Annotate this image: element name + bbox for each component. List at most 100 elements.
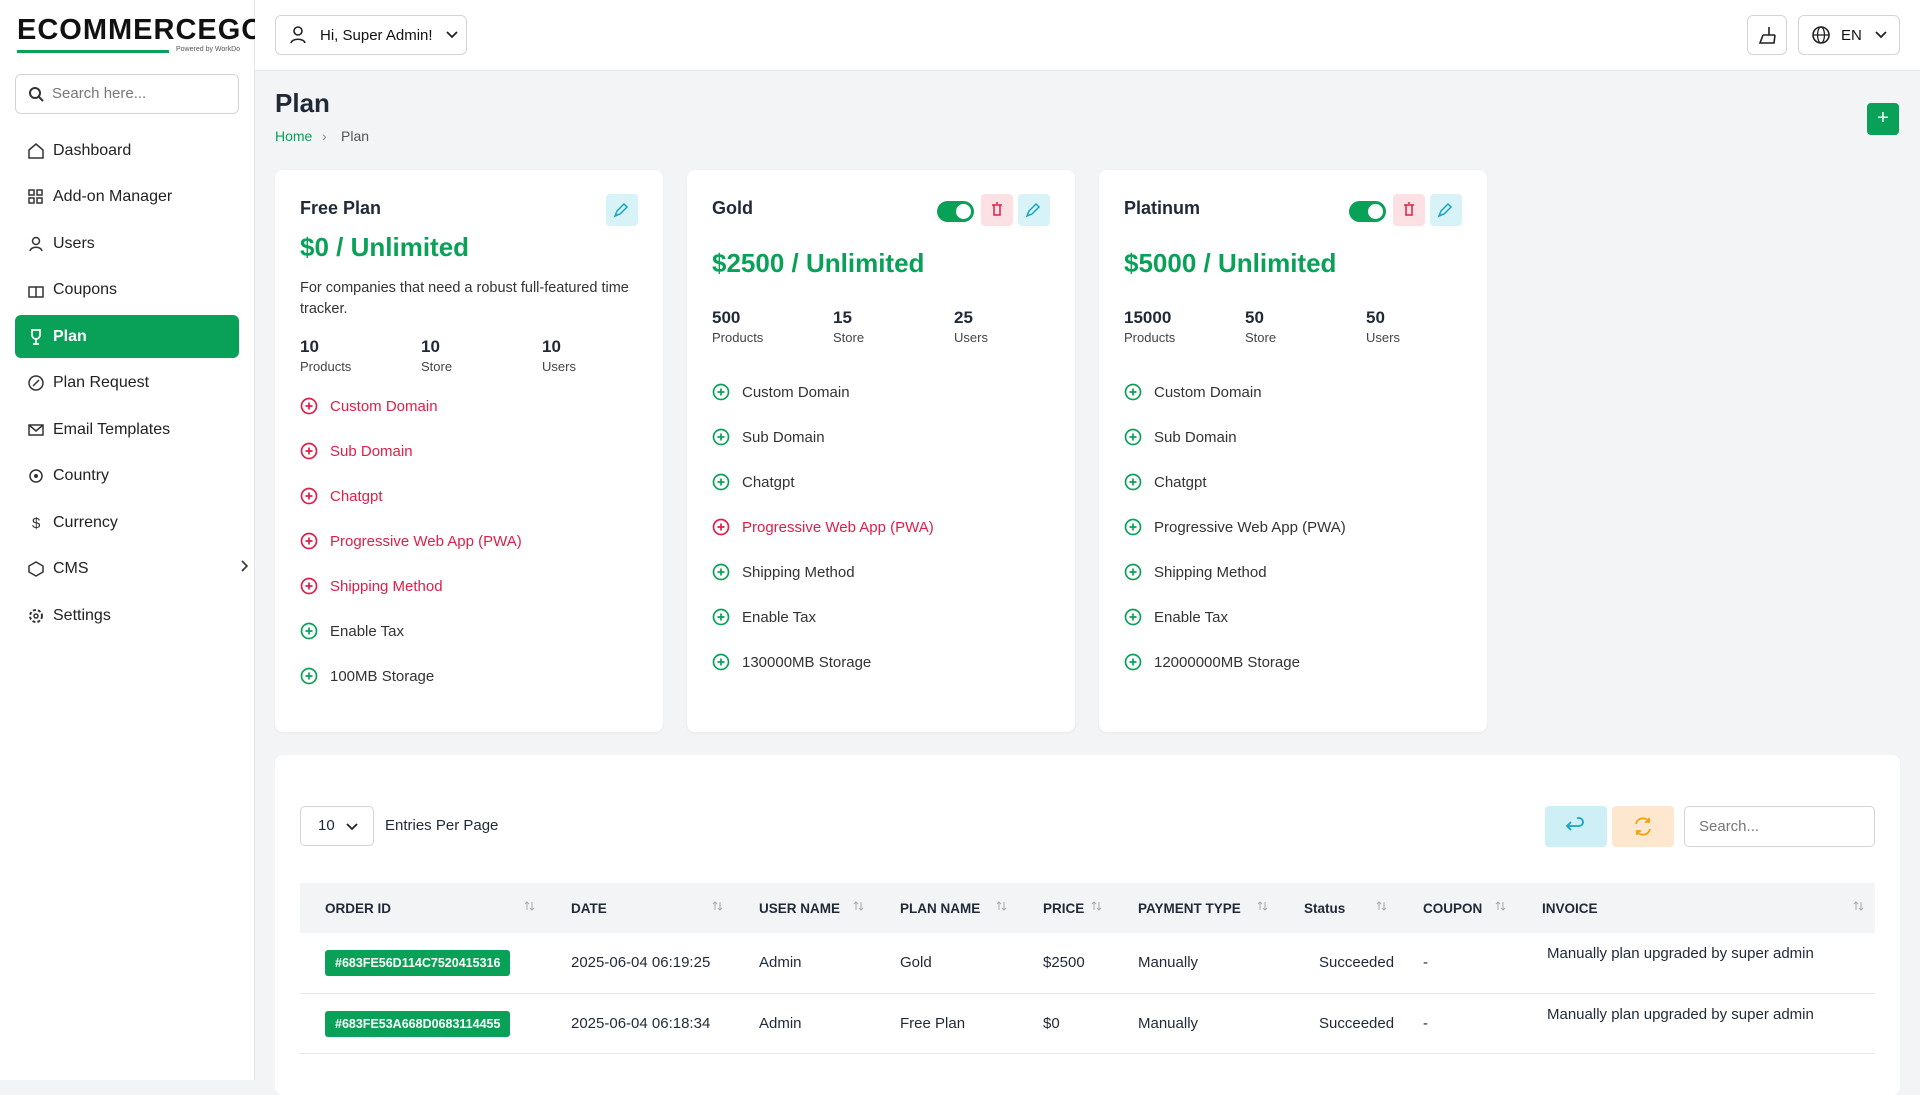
- nav-label: Settings: [53, 606, 111, 624]
- included-icon: [1124, 428, 1142, 446]
- stat-value: 10: [300, 337, 319, 356]
- nav-label: Currency: [53, 513, 118, 531]
- sort-arrows: [1495, 901, 1506, 911]
- column-header[interactable]: COUPON: [1398, 883, 1517, 933]
- chevron: [445, 31, 458, 39]
- stat-value: 10: [542, 337, 561, 356]
- stat-label: Store: [421, 359, 453, 374]
- stat-value: 15000: [1124, 308, 1172, 327]
- feature-label: 100MB Storage: [330, 667, 435, 685]
- breadcrumb-link[interactable]: Home: [275, 128, 313, 144]
- globe-icon: [1812, 26, 1830, 44]
- included-icon: [712, 608, 730, 626]
- clear-cache-button[interactable]: [1747, 15, 1787, 55]
- table-cell: -: [1398, 993, 1517, 1054]
- column-header[interactable]: INVOICE: [1517, 883, 1875, 933]
- included-icon: [1124, 653, 1142, 671]
- nav-label: Plan Request: [53, 374, 150, 391]
- column-title: ORDER ID: [325, 900, 392, 916]
- nav-item[interactable]: Plan: [15, 315, 239, 358]
- nav-icon: [29, 469, 43, 483]
- excluded-icon: [300, 487, 318, 505]
- nav-item[interactable]: Country: [15, 455, 239, 498]
- feature-label: 130000MB Storage: [742, 653, 872, 671]
- order-id-badge[interactable]: #683FE56D114C7520415316: [325, 950, 511, 977]
- column-header[interactable]: DATE: [546, 883, 734, 933]
- nav-item[interactable]: Add-on Manager: [15, 176, 239, 219]
- sort-arrows: [1853, 901, 1864, 911]
- nav-icon: [31, 328, 41, 345]
- plan-price: $0 / Unlimited: [300, 232, 470, 262]
- refresh-button[interactable]: [1612, 806, 1674, 847]
- delete-button[interactable]: [1393, 194, 1425, 226]
- nav-item[interactable]: Settings: [15, 594, 239, 637]
- plan-card: Platinum $5000 / Unlimited 15000 Products 50…: [1099, 170, 1487, 732]
- table-search[interactable]: Search...: [1684, 806, 1875, 847]
- logo[interactable]: ECOMMERCEGO: [17, 14, 265, 46]
- export-button[interactable]: [1545, 806, 1607, 847]
- stat-label: Users: [542, 359, 576, 374]
- entries-select[interactable]: 10: [300, 806, 374, 846]
- nav-item[interactable]: Users: [15, 222, 239, 265]
- status-toggle[interactable]: [1349, 201, 1386, 222]
- column-header[interactable]: PRICE: [1018, 883, 1113, 933]
- nav-item[interactable]: $ Currency: [15, 501, 239, 544]
- table-cell: Free Plan: [875, 993, 1018, 1054]
- search-icon: [29, 87, 44, 102]
- cell-text: Manually: [1138, 1014, 1199, 1032]
- header: Hi, Super Admin! EN: [255, 0, 1920, 71]
- order-id-badge[interactable]: #683FE53A668D0683114455: [325, 1010, 511, 1037]
- plan-feature: Sub Domain: [712, 428, 825, 446]
- entries-value: 10: [318, 817, 335, 834]
- column-header[interactable]: PAYMENT TYPE: [1113, 883, 1279, 933]
- edit-button[interactable]: [1018, 194, 1050, 226]
- stat-label: Users: [1366, 330, 1400, 345]
- stat-value: 500: [712, 308, 741, 327]
- column-header[interactable]: PLAN NAME: [875, 883, 1018, 933]
- user-menu[interactable]: Hi, Super Admin!: [275, 15, 467, 55]
- plan-feature: Chatgpt: [300, 487, 383, 505]
- nav-item[interactable]: Dashboard: [15, 129, 239, 172]
- sort-icon: [712, 900, 724, 915]
- edit-button[interactable]: [606, 194, 638, 226]
- feature-label: Progressive Web App (PWA): [742, 518, 934, 536]
- plan-price: $5000 / Unlimited: [1124, 248, 1337, 278]
- plan-stat: 15000 Products: [1124, 308, 1234, 345]
- nav-item[interactable]: CMS: [15, 548, 249, 591]
- add-button[interactable]: +: [1867, 103, 1899, 135]
- table-cell: Manually: [1113, 933, 1279, 994]
- excluded-icon: [300, 442, 318, 460]
- delete-button[interactable]: [981, 194, 1013, 226]
- nav-item[interactable]: Coupons: [15, 269, 239, 312]
- sidebar-search[interactable]: Search here...: [15, 74, 239, 114]
- column-header[interactable]: ORDER ID: [300, 883, 546, 933]
- plan-feature: Progressive Web App (PWA): [712, 518, 934, 536]
- cell-text: -: [1423, 954, 1428, 972]
- feature-label: Sub Domain: [1154, 428, 1237, 446]
- plan-feature: Chatgpt: [1124, 473, 1207, 491]
- feature-label: Enable Tax: [1154, 608, 1228, 626]
- table-body: #683FE56D114C7520415316 2025-06-04 06:19:…: [300, 933, 1875, 1054]
- stat-label: Store: [833, 330, 865, 345]
- language-menu[interactable]: EN: [1798, 15, 1900, 55]
- status-toggle[interactable]: [937, 201, 974, 222]
- column-header[interactable]: Status: [1279, 883, 1398, 933]
- cell-text: Manually: [1138, 954, 1199, 972]
- nav-item[interactable]: Email Templates: [15, 408, 239, 451]
- edit-button[interactable]: [1430, 194, 1462, 226]
- delete-icon: [1404, 202, 1414, 216]
- feature-label: Shipping Method: [742, 563, 855, 581]
- table-cell: Gold: [875, 933, 1018, 994]
- nav-item[interactable]: Plan Request: [15, 362, 239, 405]
- column-header[interactable]: USER NAME: [734, 883, 875, 933]
- nav-icon: [28, 189, 43, 204]
- nav-icon: [28, 286, 44, 298]
- sort-icon: [853, 900, 865, 915]
- nav-icon: [29, 608, 43, 623]
- feature-label: Progressive Web App (PWA): [1154, 518, 1346, 536]
- plan-feature: Shipping Method: [1124, 563, 1267, 581]
- nav-icon: [28, 423, 44, 436]
- nav-icon: [28, 561, 44, 577]
- user-icon: [290, 26, 306, 44]
- feature-label: Chatgpt: [1154, 473, 1207, 491]
